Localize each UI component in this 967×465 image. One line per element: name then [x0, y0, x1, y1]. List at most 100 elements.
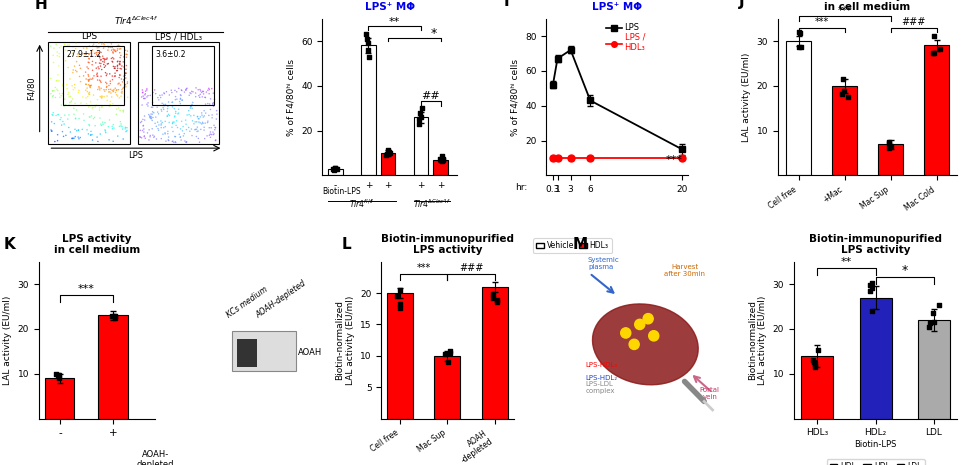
- Point: [57, 43, 73, 51]
- Y-axis label: % of F4/80ʰⁱ cells: % of F4/80ʰⁱ cells: [511, 59, 519, 135]
- Point: [118, 81, 133, 88]
- Point: [81, 42, 97, 50]
- Point: [489, 296, 505, 303]
- Point: [137, 95, 153, 102]
- Point: [106, 65, 122, 72]
- Text: ***: ***: [814, 17, 829, 27]
- Point: [93, 79, 108, 86]
- Point: [94, 40, 109, 48]
- Point: [82, 102, 98, 110]
- Point: [104, 43, 120, 51]
- Point: [94, 122, 109, 129]
- Point: [174, 86, 190, 94]
- Point: [111, 80, 127, 87]
- Point: [189, 126, 204, 133]
- Bar: [232, 331, 296, 372]
- Point: [66, 66, 81, 73]
- Point: [171, 109, 187, 117]
- Point: [864, 307, 880, 314]
- Point: [45, 59, 61, 66]
- Point: [98, 43, 113, 50]
- Point: [112, 49, 128, 56]
- Point: [44, 111, 60, 119]
- Point: [65, 95, 80, 103]
- Point: [53, 114, 69, 121]
- Point: [85, 104, 101, 111]
- Point: [196, 107, 212, 114]
- Point: [84, 61, 100, 68]
- Point: [107, 314, 123, 321]
- Point: [78, 80, 94, 88]
- Point: [195, 120, 211, 127]
- Point: [160, 105, 175, 113]
- Point: [207, 124, 222, 131]
- Point: [204, 111, 220, 119]
- Point: [61, 111, 76, 119]
- Text: Systemic
plasma: Systemic plasma: [588, 257, 620, 270]
- Point: [196, 90, 212, 98]
- Y-axis label: Biotin-normalized
LAL activity (EU/ml): Biotin-normalized LAL activity (EU/ml): [747, 295, 767, 385]
- Point: [182, 111, 197, 118]
- Point: [140, 102, 156, 110]
- Point: [90, 73, 105, 80]
- Point: [150, 125, 165, 133]
- Text: **: **: [389, 17, 400, 27]
- Point: [197, 135, 213, 142]
- Point: [156, 106, 171, 113]
- Point: [101, 43, 116, 50]
- Point: [116, 84, 132, 91]
- Point: [103, 46, 119, 54]
- Point: [202, 86, 218, 93]
- Point: [105, 49, 121, 57]
- Point: [113, 81, 129, 89]
- Point: [435, 155, 451, 162]
- Point: [60, 115, 75, 123]
- Point: [136, 113, 152, 120]
- Point: [73, 65, 88, 72]
- Point: [56, 70, 72, 77]
- Point: [206, 89, 221, 97]
- Point: [62, 99, 77, 106]
- Point: [101, 60, 116, 67]
- Point: [414, 113, 429, 121]
- Point: [79, 88, 95, 95]
- Point: [118, 74, 133, 82]
- Point: [56, 102, 72, 110]
- Point: [98, 129, 113, 136]
- Point: [63, 93, 78, 100]
- Point: [207, 126, 222, 133]
- Point: [109, 91, 125, 99]
- Point: [100, 54, 115, 62]
- Point: [114, 86, 130, 93]
- Bar: [434, 356, 460, 418]
- Point: [92, 114, 107, 122]
- Point: [168, 108, 184, 115]
- Point: [51, 375, 67, 382]
- Point: [103, 89, 119, 97]
- Point: [100, 93, 115, 100]
- Point: [208, 137, 223, 144]
- Point: [167, 133, 183, 140]
- Point: [106, 312, 122, 319]
- Point: [96, 61, 111, 68]
- Point: [161, 133, 176, 141]
- Point: [60, 41, 75, 49]
- Point: [209, 107, 224, 114]
- Point: [55, 80, 71, 88]
- Point: [132, 133, 148, 141]
- Point: [119, 124, 134, 132]
- Point: [73, 100, 89, 107]
- Point: [59, 85, 74, 93]
- Point: [81, 55, 97, 62]
- Point: [158, 123, 173, 130]
- Point: [111, 74, 127, 81]
- Point: [196, 112, 212, 120]
- Point: [181, 107, 196, 114]
- Point: [66, 135, 81, 142]
- Point: [68, 100, 83, 107]
- Point: [113, 52, 129, 59]
- Point: [360, 46, 375, 53]
- Point: [103, 70, 118, 78]
- Point: [393, 286, 408, 293]
- Point: [185, 100, 200, 108]
